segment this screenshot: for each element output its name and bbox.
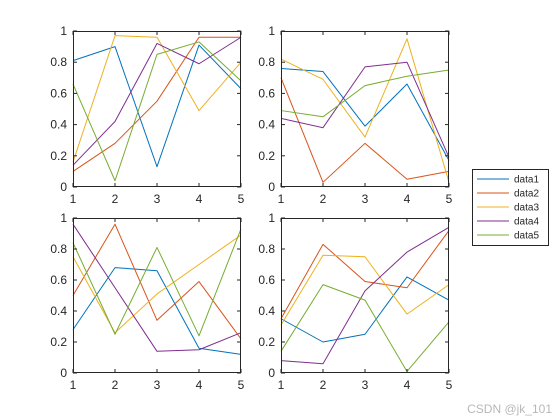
subplot-2: 1 2 3 4 5 0 0.2 0.4 0.6 0.8 1 xyxy=(258,24,452,206)
series-line-data1 xyxy=(72,267,242,355)
y-tick-label: 0 xyxy=(60,180,67,194)
x-tick-label: 1 xyxy=(70,192,77,206)
y-tick-label: 1 xyxy=(60,24,67,38)
plot-area xyxy=(281,218,449,373)
y-tick-label: 0.2 xyxy=(258,149,275,163)
x-tick-label: 2 xyxy=(112,192,119,206)
y-tick-label: 0.8 xyxy=(50,242,67,256)
series-line-data3 xyxy=(72,234,242,334)
subplot-1: 1 2 3 4 5 0 0.2 0.4 0.6 0.8 1 xyxy=(50,24,244,206)
subplot-3: 1 2 3 4 5 0 0.2 0.4 0.6 0.8 1 xyxy=(50,211,244,392)
watermark: CSDN @jk_101 xyxy=(467,402,552,416)
series-line-data2 xyxy=(72,36,241,172)
y-tick-label: 0.6 xyxy=(50,273,67,287)
x-tick-label: 3 xyxy=(362,378,369,392)
x-tick-label: 3 xyxy=(154,378,161,392)
legend-label: data2 xyxy=(514,189,539,200)
x-tick-label: 1 xyxy=(70,378,77,392)
y-tick-label: 0.8 xyxy=(258,55,275,69)
plot-area xyxy=(73,218,241,373)
y-tick-label: 1 xyxy=(268,24,275,38)
x-tick-label: 5 xyxy=(446,378,453,392)
series-line-data3 xyxy=(280,254,450,326)
x-tick-label: 5 xyxy=(446,192,453,206)
y-tick-label: 0.4 xyxy=(50,118,67,132)
y-tick-label: 0.8 xyxy=(258,242,275,256)
legend-label: data1 xyxy=(514,175,539,186)
plot-area xyxy=(281,31,449,187)
series-line-data5 xyxy=(72,41,242,182)
legend-label: data3 xyxy=(514,203,539,214)
y-tick-label: 1 xyxy=(60,211,67,225)
y-tick-label: 1 xyxy=(268,211,275,225)
x-tick-label: 3 xyxy=(154,192,161,206)
x-tick-label: 4 xyxy=(404,378,411,392)
x-tick-label: 5 xyxy=(238,192,245,206)
x-tick-label: 4 xyxy=(196,192,203,206)
y-tick-label: 0.4 xyxy=(258,118,275,132)
plot-area xyxy=(73,31,241,187)
series-line-data3 xyxy=(280,38,450,183)
x-tick-label: 2 xyxy=(320,378,327,392)
axes-layer: 1 2 3 4 500.20.40.60.811 2 3 4 500.20.40.60.811 2… xyxy=(50,24,452,392)
legend-label: data4 xyxy=(514,217,539,228)
series-line-data1 xyxy=(72,44,242,168)
y-tick-label: 0.4 xyxy=(258,304,275,318)
legend-item-data3: data3 xyxy=(477,203,539,214)
y-tick-label: 0.4 xyxy=(50,304,67,318)
x-tick-label: 1 xyxy=(278,378,285,392)
series-line-data4 xyxy=(280,61,450,158)
series-line-data1 xyxy=(280,276,450,343)
x-tick-label: 4 xyxy=(196,378,203,392)
y-tick-label: 0.2 xyxy=(50,335,67,349)
series-line-data5 xyxy=(280,69,450,118)
legend-item-data1: data1 xyxy=(477,175,539,186)
y-tick-label: 0.8 xyxy=(50,55,67,69)
y-tick-label: 0 xyxy=(60,366,67,380)
series-line-data4 xyxy=(280,226,450,365)
x-tick-label: 1 xyxy=(278,192,285,206)
series-line-data2 xyxy=(280,77,450,183)
x-tick-label: 5 xyxy=(238,378,245,392)
subplot-4: 1 2 3 4 5 0 0.2 0.4 0.6 0.8 1 xyxy=(258,211,452,392)
y-tick-label: 0.2 xyxy=(50,149,67,163)
legend-label: data5 xyxy=(514,231,539,242)
y-tick-label: 0.6 xyxy=(258,273,275,287)
legend: data1 data2 data3 data4 data5 xyxy=(472,169,549,246)
x-tick-label: 3 xyxy=(362,192,369,206)
legend-item-data4: data4 xyxy=(477,217,539,228)
legend-item-data5: data5 xyxy=(477,231,539,242)
legend-item-data2: data2 xyxy=(477,189,539,200)
series-line-data5 xyxy=(72,228,242,337)
series-line-data2 xyxy=(280,230,450,319)
series-line-data4 xyxy=(72,223,242,352)
y-tick-label: 0 xyxy=(268,366,275,380)
series-line-data5 xyxy=(280,284,450,372)
y-tick-label: 0.6 xyxy=(258,86,275,100)
y-tick-label: 0.6 xyxy=(50,86,67,100)
series-line-data1 xyxy=(280,67,450,161)
y-tick-label: 0 xyxy=(268,180,275,194)
x-tick-label: 4 xyxy=(404,192,411,206)
x-tick-label: 2 xyxy=(112,378,119,392)
x-tick-label: 2 xyxy=(320,192,327,206)
series-line-data3 xyxy=(72,35,242,163)
y-tick-label: 0.2 xyxy=(258,335,275,349)
